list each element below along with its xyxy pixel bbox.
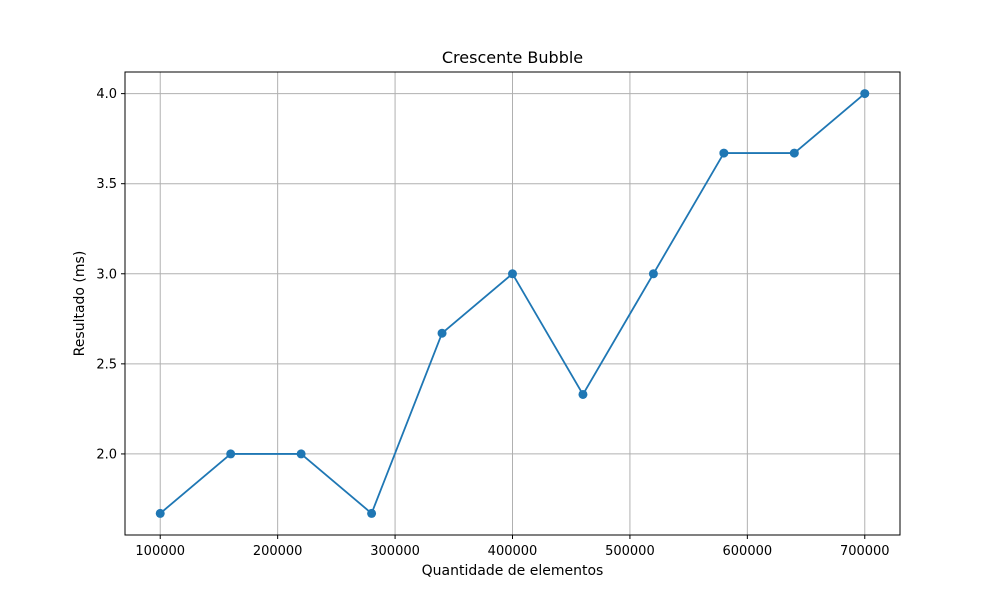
data-point: [508, 269, 517, 279]
y-tick-label: 2.0: [96, 447, 117, 462]
data-point: [789, 148, 799, 158]
ticks: 100000 200000 300000 400000 500000 600000 7000…: [96, 87, 889, 559]
x-tick-label: 200000: [253, 544, 303, 559]
x-axis-label: Quantidade de elementos: [422, 563, 604, 579]
x-tick-label: 100000: [135, 544, 185, 559]
data-point: [155, 508, 165, 518]
grid: [125, 72, 900, 535]
x-tick-label: 300000: [370, 544, 420, 559]
data-point: [367, 508, 377, 518]
y-tick-label: 4.0: [96, 87, 117, 102]
data-point: [578, 389, 588, 399]
x-tick-label: 500000: [605, 544, 655, 559]
x-tick-label: 600000: [723, 544, 773, 559]
y-tick-label: 2.5: [96, 357, 117, 372]
data-point: [437, 328, 447, 338]
data-point: [648, 269, 658, 279]
x-tick-label: 700000: [840, 544, 890, 559]
series-layer: [155, 89, 870, 518]
y-axis-label: Resultado (ms): [72, 251, 88, 357]
data-point: [296, 449, 306, 459]
y-tick-label: 3.0: [96, 267, 117, 282]
y-tick-label: 3.5: [96, 177, 117, 192]
data-point: [226, 449, 236, 459]
data-point: [860, 89, 870, 99]
x-tick-label: 400000: [488, 544, 538, 559]
chart-title: Crescente Bubble: [442, 48, 583, 67]
data-point: [719, 148, 729, 158]
